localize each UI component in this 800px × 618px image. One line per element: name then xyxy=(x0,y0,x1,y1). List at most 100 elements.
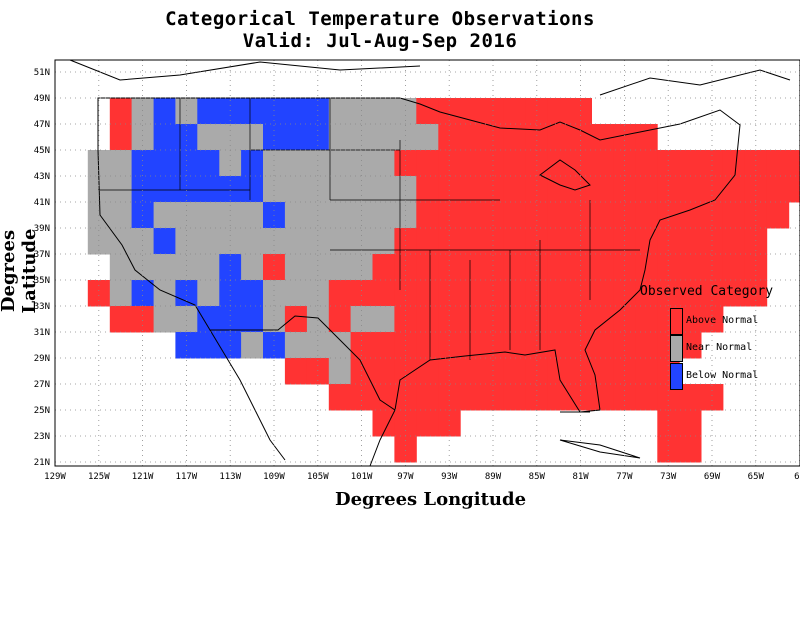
category-cell xyxy=(372,98,395,125)
category-cell xyxy=(197,150,220,177)
category-cell xyxy=(197,124,220,151)
y-tick-label: 35N xyxy=(34,276,50,286)
category-cell xyxy=(219,98,242,125)
y-tick-label: 25N xyxy=(34,406,50,416)
category-cell xyxy=(263,150,286,177)
category-cell xyxy=(328,332,352,359)
x-tick-label: 81W xyxy=(572,472,589,482)
category-cell xyxy=(306,358,330,385)
category-cell xyxy=(175,228,198,255)
category-cell xyxy=(109,150,133,177)
category-cell xyxy=(372,306,395,333)
category-cell xyxy=(569,228,592,255)
category-cell xyxy=(241,176,264,203)
category-cell xyxy=(328,124,352,151)
category-cell xyxy=(197,176,220,203)
category-cell xyxy=(350,254,373,281)
category-cell xyxy=(701,306,724,333)
category-cell xyxy=(438,98,461,125)
category-cell xyxy=(372,280,395,307)
category-cell xyxy=(503,332,527,359)
category-cell xyxy=(547,280,571,307)
category-cell xyxy=(416,332,439,359)
category-cell xyxy=(569,98,592,125)
category-cell xyxy=(328,358,352,385)
category-cell xyxy=(679,436,702,463)
category-cell xyxy=(438,280,461,307)
category-cell xyxy=(372,176,395,203)
category-cell xyxy=(460,228,483,255)
category-cell xyxy=(394,254,417,281)
category-cell xyxy=(503,98,527,125)
category-cell xyxy=(635,228,658,255)
category-cell xyxy=(219,124,242,151)
x-tick-label: 73W xyxy=(660,472,677,482)
x-tick-label: 121W xyxy=(132,472,154,482)
great-lakes xyxy=(539,159,591,191)
category-cell xyxy=(153,228,176,255)
category-cell xyxy=(744,176,768,203)
category-cell xyxy=(175,176,198,203)
category-cell xyxy=(701,254,724,281)
category-cell xyxy=(525,98,549,125)
category-cell xyxy=(482,384,505,411)
category-cell xyxy=(635,358,658,385)
y-tick-label: 51N xyxy=(34,68,50,78)
category-cell xyxy=(328,384,352,411)
category-cell xyxy=(416,410,439,437)
category-cell xyxy=(613,306,636,333)
canada-coast xyxy=(69,59,791,96)
legend-label-below: Below Normal xyxy=(686,370,759,381)
category-cell xyxy=(372,150,395,177)
cuba xyxy=(559,439,641,459)
category-cell xyxy=(153,254,176,281)
legend-swatch-above xyxy=(670,308,683,335)
category-cell xyxy=(394,280,417,307)
legend-swatch-below xyxy=(670,363,683,390)
category-cell xyxy=(153,124,176,151)
x-tick-label: 109W xyxy=(263,472,285,482)
category-cell xyxy=(306,254,330,281)
legend-label-near: Near Normal xyxy=(686,342,753,353)
category-cell xyxy=(635,202,658,229)
y-axis-label: Degrees Latitude xyxy=(0,228,40,314)
category-cell xyxy=(679,384,702,411)
category-cell xyxy=(569,280,592,307)
x-tick-label: 129W xyxy=(44,472,66,482)
category-cell xyxy=(679,228,702,255)
category-cell xyxy=(460,358,483,385)
category-cell xyxy=(679,280,702,307)
category-cell xyxy=(547,332,571,359)
category-cell xyxy=(87,228,111,255)
x-tick-label: 97W xyxy=(397,472,414,482)
category-cell xyxy=(241,332,264,359)
y-tick-label: 49N xyxy=(34,94,50,104)
category-cell xyxy=(503,306,527,333)
category-cell xyxy=(613,384,636,411)
legend-swatch-near xyxy=(670,335,683,362)
category-cell xyxy=(503,202,527,229)
category-cell xyxy=(197,280,220,307)
category-cell xyxy=(284,280,308,307)
category-cell xyxy=(701,150,724,177)
us-border-north xyxy=(97,97,741,413)
category-cell xyxy=(482,306,505,333)
x-tick-label: 65W xyxy=(748,472,765,482)
category-cell xyxy=(284,358,308,385)
category-cell xyxy=(394,358,417,385)
category-cell xyxy=(591,202,614,229)
y-tick-label: 45N xyxy=(34,146,50,156)
y-tick-label: 29N xyxy=(34,354,50,364)
category-cell xyxy=(416,202,439,229)
coastline-outline xyxy=(69,59,791,467)
category-cell xyxy=(328,306,352,333)
category-cell xyxy=(416,384,439,411)
category-cell xyxy=(153,202,176,229)
category-cell xyxy=(131,150,154,177)
y-tick-label: 47N xyxy=(34,120,50,130)
category-cell xyxy=(482,228,505,255)
category-cell xyxy=(657,176,680,203)
category-cell xyxy=(438,384,461,411)
category-cell xyxy=(547,202,571,229)
